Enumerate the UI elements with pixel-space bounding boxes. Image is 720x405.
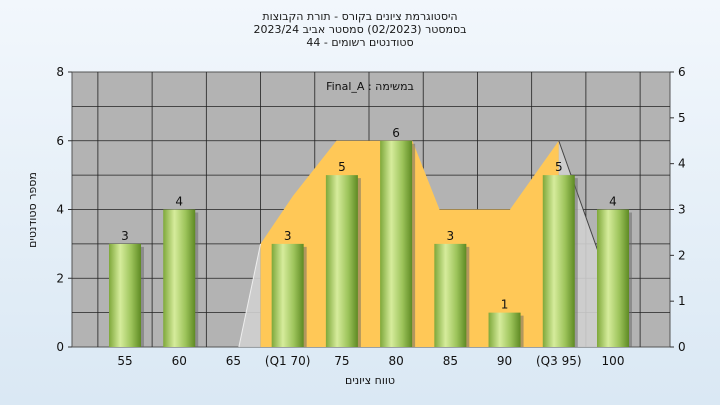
y2-tick-label: 3 — [678, 203, 686, 217]
bar-value-label: 3 — [284, 229, 292, 243]
bar-value-labels: 3 4 3 5 6 3 1 5 4 — [121, 126, 617, 312]
x-tick-label: 55 — [117, 354, 132, 368]
y-axis-title: מספר סטודנטים — [26, 172, 39, 248]
bar-value-label: 5 — [555, 160, 563, 174]
y-tick-label: 4 — [56, 203, 64, 217]
chart-title: היסטוגרמת ציונים בקורס - תורת הקבוצות בס… — [0, 10, 720, 49]
bar-value-label: 3 — [121, 229, 129, 243]
x-tick-label: 80 — [388, 354, 403, 368]
bar — [434, 243, 467, 347]
bar-value-label: 1 — [501, 298, 509, 312]
y-tick-label: 6 — [56, 134, 64, 148]
x-tick-label: 90 — [497, 354, 512, 368]
chart-title-line-3: סטודנטים רשומים - 44 — [306, 36, 414, 49]
x-tick-label: 100 — [602, 354, 625, 368]
bar — [380, 140, 413, 347]
x-tick-label: 75 — [334, 354, 349, 368]
annotation-text: במשימה : Final_A — [326, 80, 414, 93]
y2-axis-ticks: 0 1 2 3 4 5 6 — [670, 65, 686, 354]
y2-tick-label: 6 — [678, 65, 686, 79]
chart-title-line-1: היסטוגרמת ציונים בקורס - תורת הקבוצות — [262, 10, 458, 23]
x-axis-ticks: 55 60 65 (Q1 70) 75 80 85 90 (Q3 95) 100 — [117, 354, 624, 368]
bar-value-label: 4 — [175, 195, 183, 209]
x-tick-label: 60 — [172, 354, 187, 368]
x-tick-label: 85 — [443, 354, 458, 368]
bar — [109, 243, 141, 347]
x-tick-label: 65 — [226, 354, 241, 368]
bar-value-label: 3 — [447, 229, 455, 243]
chart-title-line-2: בסמסטר (02/2023) סמסטר אביב 2023/24 — [253, 23, 467, 36]
bar-value-label: 6 — [392, 126, 400, 140]
bars — [109, 140, 632, 347]
x-tick-label: (Q3 95) — [536, 354, 582, 368]
y2-tick-label: 0 — [678, 340, 686, 354]
bar — [488, 312, 521, 347]
area-left-edge — [238, 243, 262, 348]
y2-tick-label: 2 — [678, 248, 686, 262]
y2-tick-label: 1 — [678, 294, 686, 308]
bar — [163, 209, 196, 347]
bar — [271, 243, 304, 347]
y-tick-label: 2 — [56, 271, 64, 285]
y2-tick-label: 4 — [678, 157, 686, 171]
y-tick-label: 0 — [56, 340, 64, 354]
x-tick-label: (Q1 70) — [265, 354, 311, 368]
x-axis-title: טווח ציונים — [345, 374, 395, 387]
y-axis-ticks: 0 2 4 6 8 — [56, 65, 72, 354]
y2-tick-label: 5 — [678, 111, 686, 125]
bar-value-label: 4 — [609, 195, 617, 209]
bar — [542, 175, 575, 347]
bar — [325, 175, 358, 347]
bar-value-label: 5 — [338, 160, 346, 174]
y-tick-label: 8 — [56, 65, 64, 79]
bar — [597, 209, 629, 347]
